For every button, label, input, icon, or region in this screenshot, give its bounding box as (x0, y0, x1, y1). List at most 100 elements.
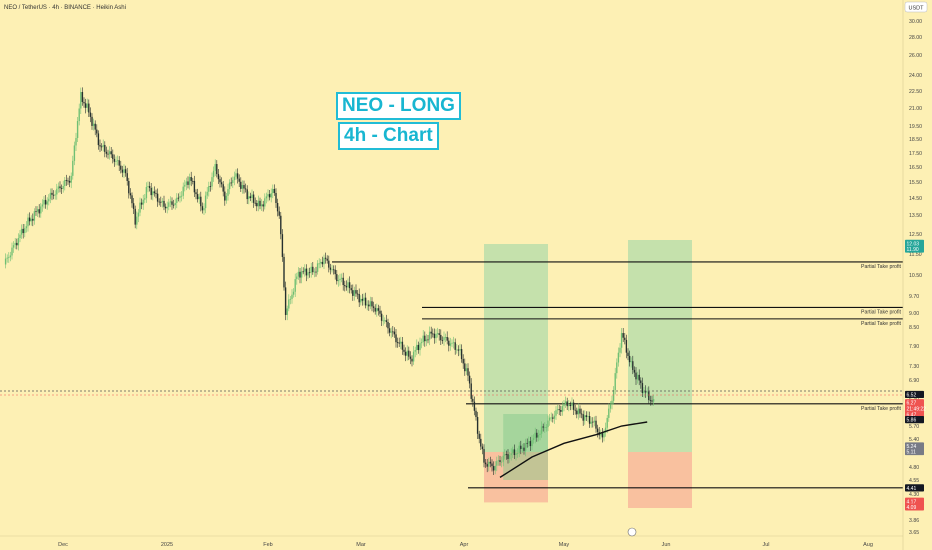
candle (244, 188, 247, 190)
candle (257, 200, 260, 207)
candle (307, 272, 309, 276)
candle (118, 160, 120, 166)
level-lines (332, 261, 903, 489)
candle (185, 181, 188, 185)
candle (147, 186, 149, 187)
candle (577, 408, 580, 415)
candle (294, 279, 296, 292)
candle (246, 189, 248, 200)
candle (408, 350, 410, 357)
candle (595, 420, 597, 429)
candle (78, 108, 80, 122)
candle (196, 194, 199, 200)
candle (489, 461, 492, 464)
candle (505, 454, 508, 455)
candle (70, 175, 72, 183)
candle (436, 333, 439, 335)
candle (278, 211, 280, 216)
symbol-title: NEO / TetherUS · 4h · BINANCE · Heikin A… (4, 5, 126, 11)
candle (520, 445, 522, 449)
candle (529, 441, 532, 447)
candle (496, 461, 498, 466)
price-tag-label: 5.24 (907, 444, 917, 450)
candle (64, 180, 66, 187)
candle (622, 333, 624, 338)
candle (16, 242, 18, 246)
time-scale: Dec 2025 Feb Mar Apr May Jun Jul Aug (58, 542, 873, 548)
candle (456, 349, 458, 351)
candle (6, 257, 8, 259)
candle (65, 180, 68, 181)
candle (414, 350, 416, 352)
candle (110, 151, 112, 155)
candle (220, 182, 223, 185)
price-tag-label: 11.90 (907, 247, 919, 253)
candle (248, 196, 250, 200)
price-tag (905, 390, 924, 399)
candle (236, 173, 239, 179)
candle (484, 462, 487, 465)
candle (195, 192, 197, 195)
candle (552, 417, 554, 419)
candle (97, 133, 100, 146)
candle (412, 351, 415, 362)
currency-label[interactable]: USDT (909, 6, 925, 12)
candle (396, 342, 399, 343)
candle (417, 344, 420, 351)
time-tick-label: Jul (762, 542, 769, 548)
candle (342, 277, 344, 286)
candle (190, 177, 192, 181)
price-tag (905, 399, 924, 407)
candle (326, 258, 328, 261)
candle (30, 218, 32, 222)
time-tick-label: Apr (460, 542, 469, 548)
candle (601, 433, 604, 438)
candle (320, 261, 322, 264)
price-tick-label: 5.70 (909, 424, 919, 430)
candle (555, 410, 557, 416)
price-tag-label: 6.47 (907, 412, 917, 418)
candle (590, 421, 592, 424)
currency-box[interactable] (904, 1, 928, 13)
candle (422, 335, 424, 343)
candle (211, 177, 213, 187)
candle (540, 426, 543, 434)
candle (388, 328, 391, 333)
moving-average-line (499, 421, 648, 478)
candle (608, 408, 610, 418)
candle (217, 174, 220, 180)
candle (513, 449, 516, 456)
candle (120, 165, 122, 170)
candle (156, 193, 159, 202)
candle (448, 340, 450, 346)
price-tag (905, 503, 924, 511)
candle (36, 209, 39, 212)
price-tag-label: 12.03 (907, 241, 920, 247)
price-tick-label: 10.50 (909, 273, 922, 279)
time-tick-label: 2025 (161, 542, 173, 548)
candle (510, 453, 512, 456)
price-tick-label: 8.50 (909, 325, 919, 331)
price-tick-label: 13.50 (909, 213, 922, 219)
candle (368, 304, 370, 307)
candle (380, 313, 383, 321)
event-marker-icon[interactable] (627, 527, 637, 537)
candle (344, 285, 346, 287)
candle (54, 194, 56, 196)
candle (32, 218, 34, 221)
candle (603, 432, 605, 438)
candle (259, 200, 261, 207)
candle (227, 189, 229, 196)
candle (158, 201, 160, 203)
candle (288, 299, 290, 309)
candle (411, 358, 413, 362)
candle (508, 455, 511, 459)
candle (336, 274, 338, 282)
candle (582, 414, 584, 421)
candle (449, 343, 452, 346)
candle (628, 355, 631, 363)
candle (67, 180, 69, 182)
candle (444, 337, 447, 338)
candle (233, 176, 236, 181)
